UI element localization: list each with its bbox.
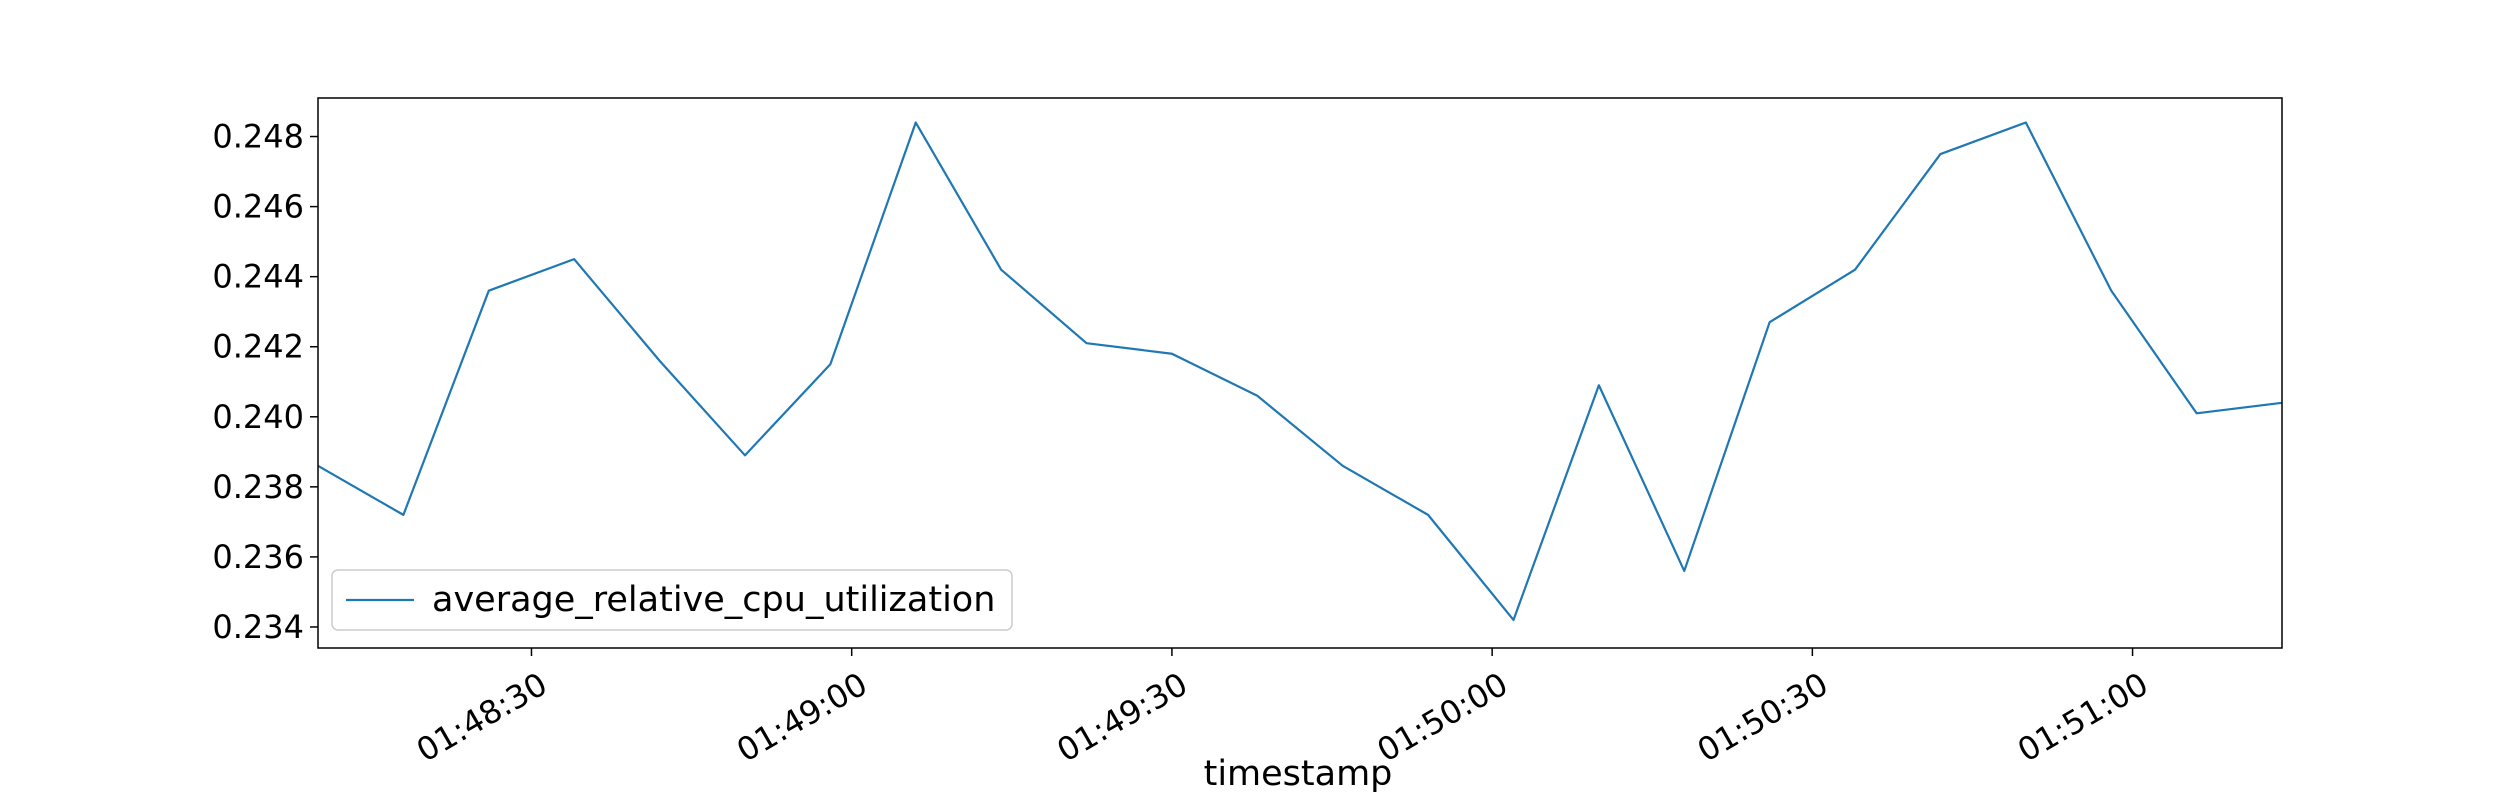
y-tick-label: 0.234 — [212, 608, 304, 646]
y-tick-label: 0.240 — [212, 398, 304, 436]
y-tick-label: 0.236 — [212, 538, 304, 576]
x-tick-label: 01:49:00 — [730, 665, 873, 770]
x-axis: 01:48:30 01:49:00 01:49:30 01:50:00 01:50:30… — [410, 648, 2155, 770]
x-axis-label: timestamp — [1204, 754, 1393, 794]
plot-frame — [317, 97, 2283, 649]
y-tick-label: 0.244 — [212, 258, 304, 296]
x-tick-label: 01:50:30 — [1691, 665, 1834, 770]
y-axis: 0.234 0.236 0.238 0.240 0.242 0.244 0.246 0.248 — [212, 118, 318, 646]
series-line-0 — [317, 121, 2283, 622]
x-tick-label: 01:49:30 — [1050, 665, 1193, 770]
legend-box — [331, 569, 1013, 631]
x-tick-label: 01:51:00 — [2011, 665, 2154, 770]
legend-label: average_relative_cpu_utilization — [432, 580, 995, 620]
plot-area — [317, 97, 2283, 649]
legend: average_relative_cpu_utilization — [331, 569, 1013, 631]
y-tick-label: 0.238 — [212, 468, 304, 506]
y-tick-label: 0.242 — [212, 328, 304, 366]
y-tick-label: 0.248 — [212, 118, 304, 156]
y-tick-label: 0.246 — [212, 188, 304, 226]
x-tick-label: 01:48:30 — [410, 665, 553, 770]
